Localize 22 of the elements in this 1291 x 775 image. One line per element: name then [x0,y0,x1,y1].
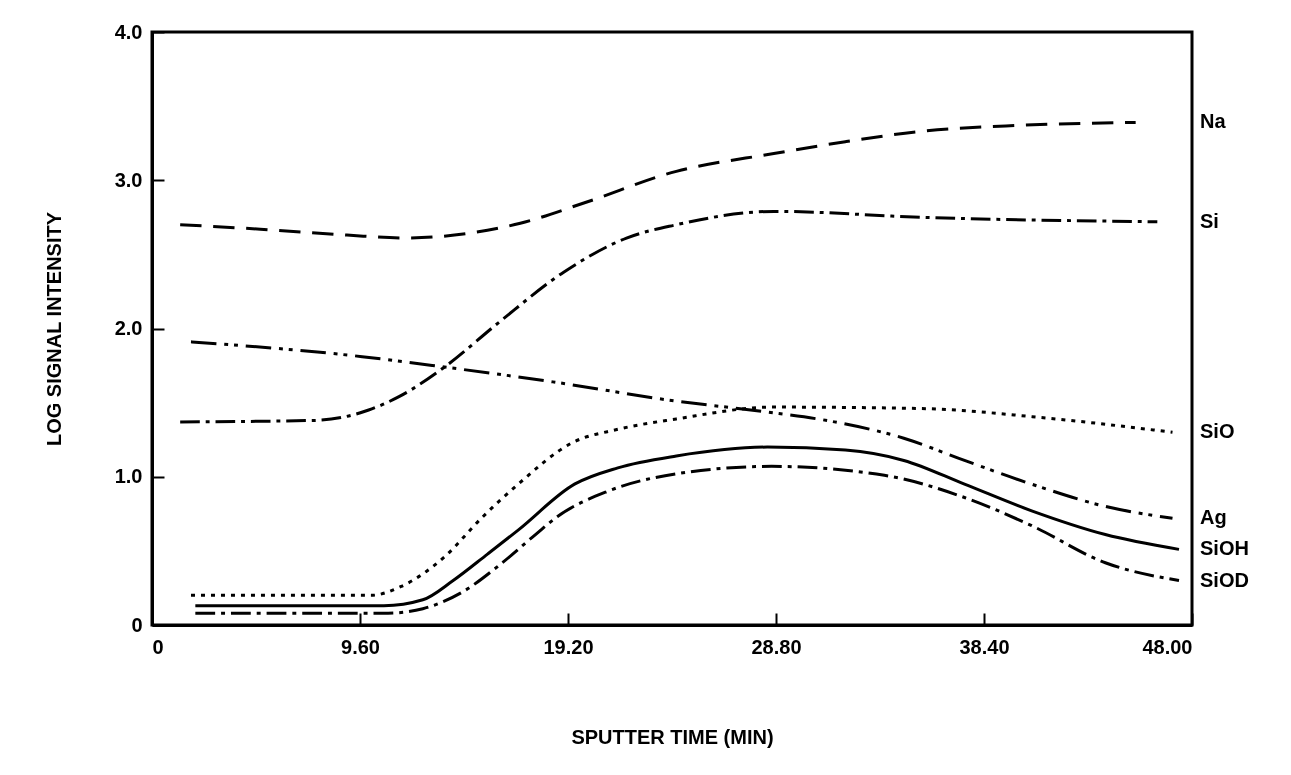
series-label: SiOH [1200,537,1249,560]
x-axis-title: SPUTTER TIME (MIN) [571,725,774,748]
line-series [178,120,1138,240]
x-tick-label: 19.20 [543,635,594,658]
x-tick-label: 38.40 [959,635,1010,658]
y-tick-label: 2.0 [114,317,143,339]
x-tick-label: 48.00 [1142,635,1193,658]
y-tick-label: 3.0 [114,168,143,191]
series-label: SiO [1200,420,1235,443]
y-tick-label: 1.0 [114,465,143,488]
series-label: SiOD [1200,568,1249,591]
line-series [193,445,1181,608]
y-axis-title: LOG SIGNAL INTENSITY [42,211,65,447]
series-label: Ag [1200,506,1227,529]
text: Si [1200,209,1219,232]
y-tick-label: 0 [131,613,143,636]
x-tick-label: 9.60 [341,635,380,658]
text: Na [1200,110,1227,133]
x-tick-label: 28.80 [751,635,802,658]
x-tick-label: 0 [152,635,164,658]
y-tick-label: 4.0 [114,20,143,43]
line-series [193,464,1181,615]
